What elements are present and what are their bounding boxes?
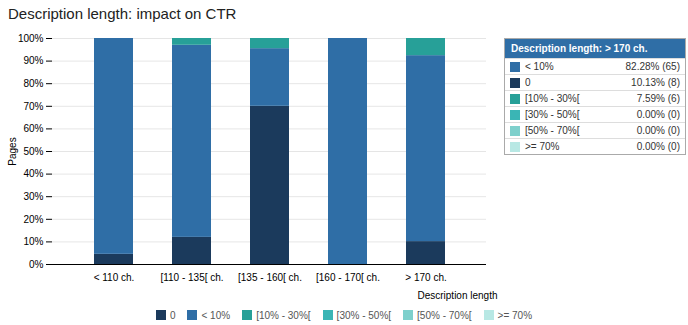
html-text:10.13% (8): 10.13% (8) xyxy=(631,77,680,88)
svg-text:70%: 70% xyxy=(23,101,43,112)
html-text:0: 0 xyxy=(169,309,176,321)
svg-text:80%: 80% xyxy=(23,78,43,89)
svg-text:60%: 60% xyxy=(23,123,43,134)
html-text:0.00% (0): 0.00% (0) xyxy=(636,141,680,152)
html-text:>= 70%: >= 70% xyxy=(497,309,533,321)
html-text:0.00% (0): 0.00% (0) xyxy=(636,125,680,136)
html-text:[50% - 70%[: [50% - 70%[ xyxy=(417,309,472,321)
svg-text:> 170 ch.: > 170 ch. xyxy=(405,272,446,283)
html-text:[10% - 30%[: [10% - 30%[ xyxy=(525,93,580,104)
svg-text:30%: 30% xyxy=(23,191,43,202)
html-text:< 10%: < 10% xyxy=(201,309,231,321)
html-text:>= 70%: >= 70% xyxy=(525,141,560,152)
svg-text:[110 - 135[ ch.: [110 - 135[ ch. xyxy=(160,272,223,283)
html-text:[10% - 30%[: [10% - 30%[ xyxy=(256,309,311,321)
html-text:[30% - 50%[: [30% - 50%[ xyxy=(336,309,392,321)
svg-text:40%: 40% xyxy=(23,168,43,179)
svg-text:20%: 20% xyxy=(23,214,43,225)
html-text:7.59% (6): 7.59% (6) xyxy=(636,93,680,104)
svg-text:Pages: Pages xyxy=(7,137,18,165)
html-text:0.00% (0): 0.00% (0) xyxy=(636,109,680,120)
svg-text:10%: 10% xyxy=(23,236,43,247)
html-text:Description length: > 170 ch.: Description length: > 170 ch. xyxy=(511,43,648,54)
html-text:[50% - 70%[: [50% - 70%[ xyxy=(525,125,580,136)
svg-text:90%: 90% xyxy=(23,55,43,66)
svg-text:100%: 100% xyxy=(18,33,44,44)
html-text:82.28% (65): 82.28% (65) xyxy=(625,61,680,72)
svg-text:[135 - 160[ ch.: [135 - 160[ ch. xyxy=(238,272,302,283)
html-text:0: 0 xyxy=(525,77,531,88)
svg-text:[160 - 170[ ch.: [160 - 170[ ch. xyxy=(316,272,380,283)
svg-text:< 110 ch.: < 110 ch. xyxy=(94,272,135,283)
html-text:< 10%: < 10% xyxy=(525,61,554,72)
html-text:[30% - 50%[: [30% - 50%[ xyxy=(525,109,580,120)
svg-text:Description length: Description length xyxy=(417,290,497,301)
svg-text:0%: 0% xyxy=(29,259,44,270)
svg-text:50%: 50% xyxy=(23,146,43,157)
html-text:Description length: impact on: Description length: impact on CTR xyxy=(8,5,237,22)
